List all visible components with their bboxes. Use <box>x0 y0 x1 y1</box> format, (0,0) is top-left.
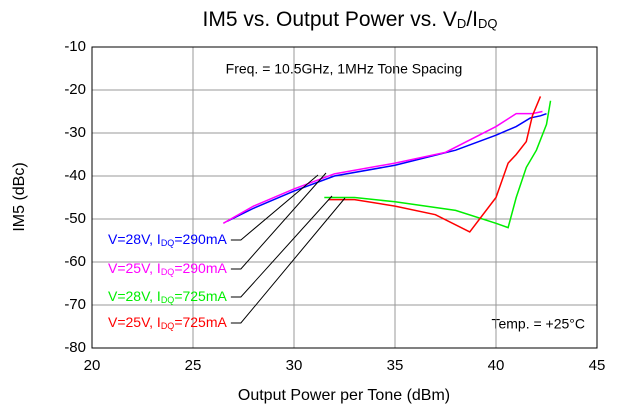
leader-line <box>230 172 327 270</box>
chart-title: IM5 vs. Output Power vs. VD/IDQ <box>203 8 498 32</box>
x-axis-label: Output Power per Tone (dBm) <box>238 387 450 404</box>
y-tick-label: -60 <box>64 253 86 270</box>
x-tick-label: 25 <box>185 357 202 374</box>
legend-part: V=25V, I <box>108 260 161 276</box>
annotation: Freq. = 10.5GHz, 1MHz Tone Spacing <box>226 61 463 77</box>
title-part: D <box>457 16 466 31</box>
y-tick-label: -40 <box>64 167 86 184</box>
legend-part: =290mA <box>174 260 227 276</box>
x-tick-label: 20 <box>84 357 101 374</box>
legend-label: V=25V, IDQ=725mA <box>108 314 228 332</box>
series-line <box>324 100 552 229</box>
y-tick-label: -80 <box>64 339 86 356</box>
annotation: Temp. = +25°C <box>491 316 585 332</box>
legend-part: =725mA <box>174 288 227 304</box>
y-tick-label: -10 <box>64 38 86 55</box>
legend-part: DQ <box>161 238 175 248</box>
series-line <box>227 112 547 222</box>
title-part: /I <box>466 8 478 31</box>
x-tick-label: 40 <box>488 357 505 374</box>
x-tick-label: 35 <box>387 357 404 374</box>
legend-part: =725mA <box>174 314 227 330</box>
legend-part: V=28V, I <box>108 288 161 304</box>
legend-label: V=28V, IDQ=725mA <box>108 288 228 306</box>
y-tick-label: -70 <box>64 296 86 313</box>
plot-frame <box>91 46 598 349</box>
legend-part: =290mA <box>174 231 227 247</box>
y-tick-label: -30 <box>64 124 86 141</box>
legend-part: DQ <box>161 267 175 277</box>
title-part: DQ <box>478 16 498 31</box>
leader-line <box>230 195 333 298</box>
leader-line <box>230 197 346 324</box>
legend-part: DQ <box>161 321 175 331</box>
leader-line <box>230 174 319 241</box>
y-tick-label: -20 <box>64 81 86 98</box>
legend-part: V=25V, I <box>108 314 161 330</box>
legend-label: V=25V, IDQ=290mA <box>108 260 228 278</box>
x-tick-label: 45 <box>589 357 606 374</box>
legend-part: V=28V, I <box>108 231 161 247</box>
series-line <box>328 96 542 233</box>
series-line <box>222 110 543 224</box>
title-part: IM5 vs. Output Power vs. V <box>203 8 457 31</box>
y-axis-label: IM5 (dBc) <box>11 162 28 231</box>
x-tick-label: 30 <box>286 357 303 374</box>
y-tick-label: -50 <box>64 210 86 227</box>
legend-label: V=28V, IDQ=290mA <box>108 231 228 249</box>
legend-part: DQ <box>161 295 175 305</box>
